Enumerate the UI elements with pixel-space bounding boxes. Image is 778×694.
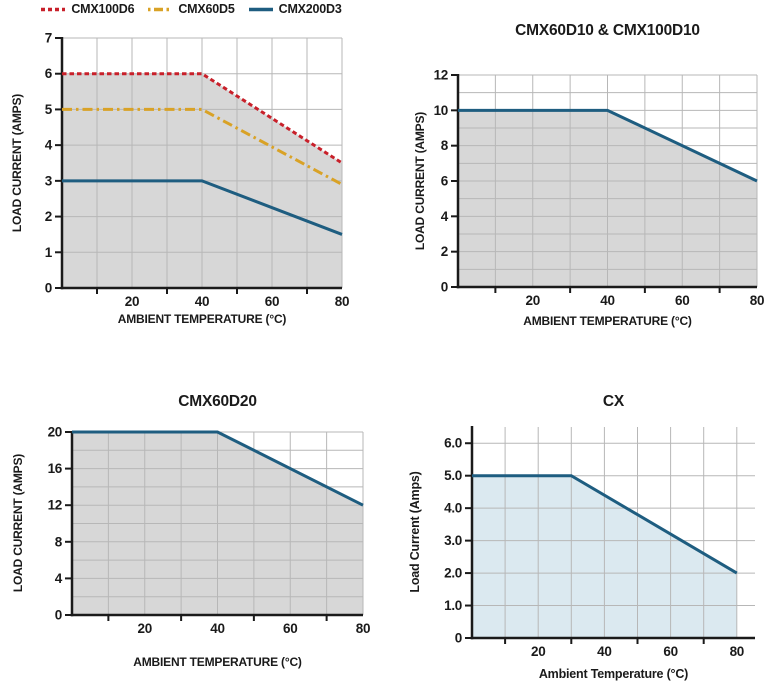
svg-text:1.0: 1.0	[444, 598, 462, 613]
svg-text:6: 6	[45, 66, 53, 81]
svg-text:40: 40	[600, 293, 614, 308]
chart-title: CX	[602, 393, 625, 410]
legend-label: CMX200D3	[278, 2, 342, 16]
svg-text:7: 7	[45, 31, 52, 46]
svg-text:6: 6	[441, 174, 449, 189]
y-axis-label: LOAD CURRENT (AMPS)	[413, 111, 427, 251]
svg-text:4: 4	[45, 138, 53, 153]
legend-item-cmx60d5: CMX60D5	[147, 2, 235, 16]
svg-text:60: 60	[663, 644, 677, 659]
svg-text:20: 20	[531, 644, 545, 659]
x-axis-label: AMBIENT TEMPERATURE (°C)	[133, 655, 302, 669]
svg-text:12: 12	[48, 498, 62, 513]
svg-text:60: 60	[265, 294, 279, 309]
svg-text:0: 0	[455, 631, 462, 646]
svg-text:5: 5	[45, 102, 53, 117]
chart-cmx60d20: CMX60D20 20 40 60 80 0 4 8 12 16 20 LOAD CURRENT …	[0, 349, 389, 694]
legend-label: CMX60D5	[178, 2, 235, 16]
svg-text:60: 60	[675, 293, 689, 308]
chart-title: CMX60D10 & CMX100D10	[515, 22, 700, 39]
svg-text:0: 0	[55, 608, 62, 623]
svg-text:0: 0	[45, 281, 52, 296]
plot-area-cmx-10amp: 20 40 60 80 0 2 4 6 8 10 12	[434, 68, 765, 309]
svg-text:20: 20	[125, 294, 139, 309]
svg-text:4.0: 4.0	[444, 501, 462, 516]
y-axis-label: Load Current (Amps)	[408, 471, 422, 593]
svg-text:4: 4	[55, 571, 63, 586]
chart-cmx100d6-cmx60d5-cmx200d3: CMX100D6 CMX60D5 CMX200D3 20 40 60 80 0 1 2 3 4 5…	[0, 0, 389, 345]
svg-text:8: 8	[441, 138, 449, 153]
plot-area-cx: 20 40 60 80 0 1.0 2.0 3.0 4.0 5.0 6.0	[444, 426, 755, 659]
y-axis-label: LOAD CURRENT (AMPS)	[11, 453, 25, 593]
svg-text:80: 80	[730, 644, 744, 659]
svg-text:8: 8	[55, 534, 63, 549]
legend-solid-line-icon	[248, 7, 273, 11]
svg-text:20: 20	[526, 293, 540, 308]
svg-text:10: 10	[434, 103, 448, 118]
svg-text:3.0: 3.0	[444, 533, 462, 548]
y-axis-label: LOAD CURRENT (AMPS)	[10, 93, 24, 233]
svg-text:40: 40	[195, 294, 209, 309]
svg-text:1: 1	[45, 245, 53, 260]
svg-text:4: 4	[441, 209, 449, 224]
chart-legend: CMX100D6 CMX60D5 CMX200D3	[40, 1, 342, 17]
svg-text:80: 80	[356, 621, 370, 636]
svg-text:2: 2	[45, 209, 52, 224]
svg-text:5.0: 5.0	[444, 468, 462, 483]
svg-text:3: 3	[45, 173, 53, 188]
chart-title: CMX60D20	[178, 393, 257, 410]
chart-cmx60d10-cmx100d10: CMX60D10 & CMX100D10 20 40 60 80 0 2 4 6 8 10 12 L…	[389, 0, 778, 345]
svg-text:0: 0	[441, 280, 448, 295]
plot-area-cmx-3amp-6amp: 20 40 60 80 0 1 2 3 4 5 6 7	[45, 31, 350, 310]
plot-area-cmx-20amp: 20 40 60 80 0 4 8 12 16 20	[48, 425, 371, 637]
x-axis-label: Ambient Temperature (°C)	[538, 667, 689, 681]
x-axis-label: AMBIENT TEMPERATURE (°C)	[523, 314, 692, 328]
svg-text:6.0: 6.0	[444, 436, 462, 451]
svg-text:16: 16	[48, 461, 63, 476]
legend-item-cmx200d3: CMX200D3	[248, 2, 342, 16]
legend-dashdot-line-icon	[148, 7, 173, 11]
legend-label: CMX100D6	[71, 2, 135, 16]
svg-text:12: 12	[434, 68, 448, 83]
svg-text:20: 20	[48, 425, 62, 440]
legend-item-cmx100d6: CMX100D6	[40, 2, 135, 16]
svg-text:60: 60	[283, 621, 297, 636]
svg-text:80: 80	[335, 294, 349, 309]
svg-text:20: 20	[138, 621, 152, 636]
svg-text:40: 40	[597, 644, 611, 659]
chart-cx: CX 20 40 60 80 0 1.0 2.0 3.0 4.0 5.0 6.0 Load Curr…	[389, 349, 778, 694]
svg-text:80: 80	[750, 293, 764, 308]
svg-text:2: 2	[441, 244, 448, 259]
legend-dashed-line-icon	[41, 7, 66, 11]
x-axis-label: AMBIENT TEMPERATURE (°C)	[117, 312, 287, 326]
svg-text:40: 40	[210, 621, 224, 636]
svg-text:2.0: 2.0	[444, 566, 462, 581]
